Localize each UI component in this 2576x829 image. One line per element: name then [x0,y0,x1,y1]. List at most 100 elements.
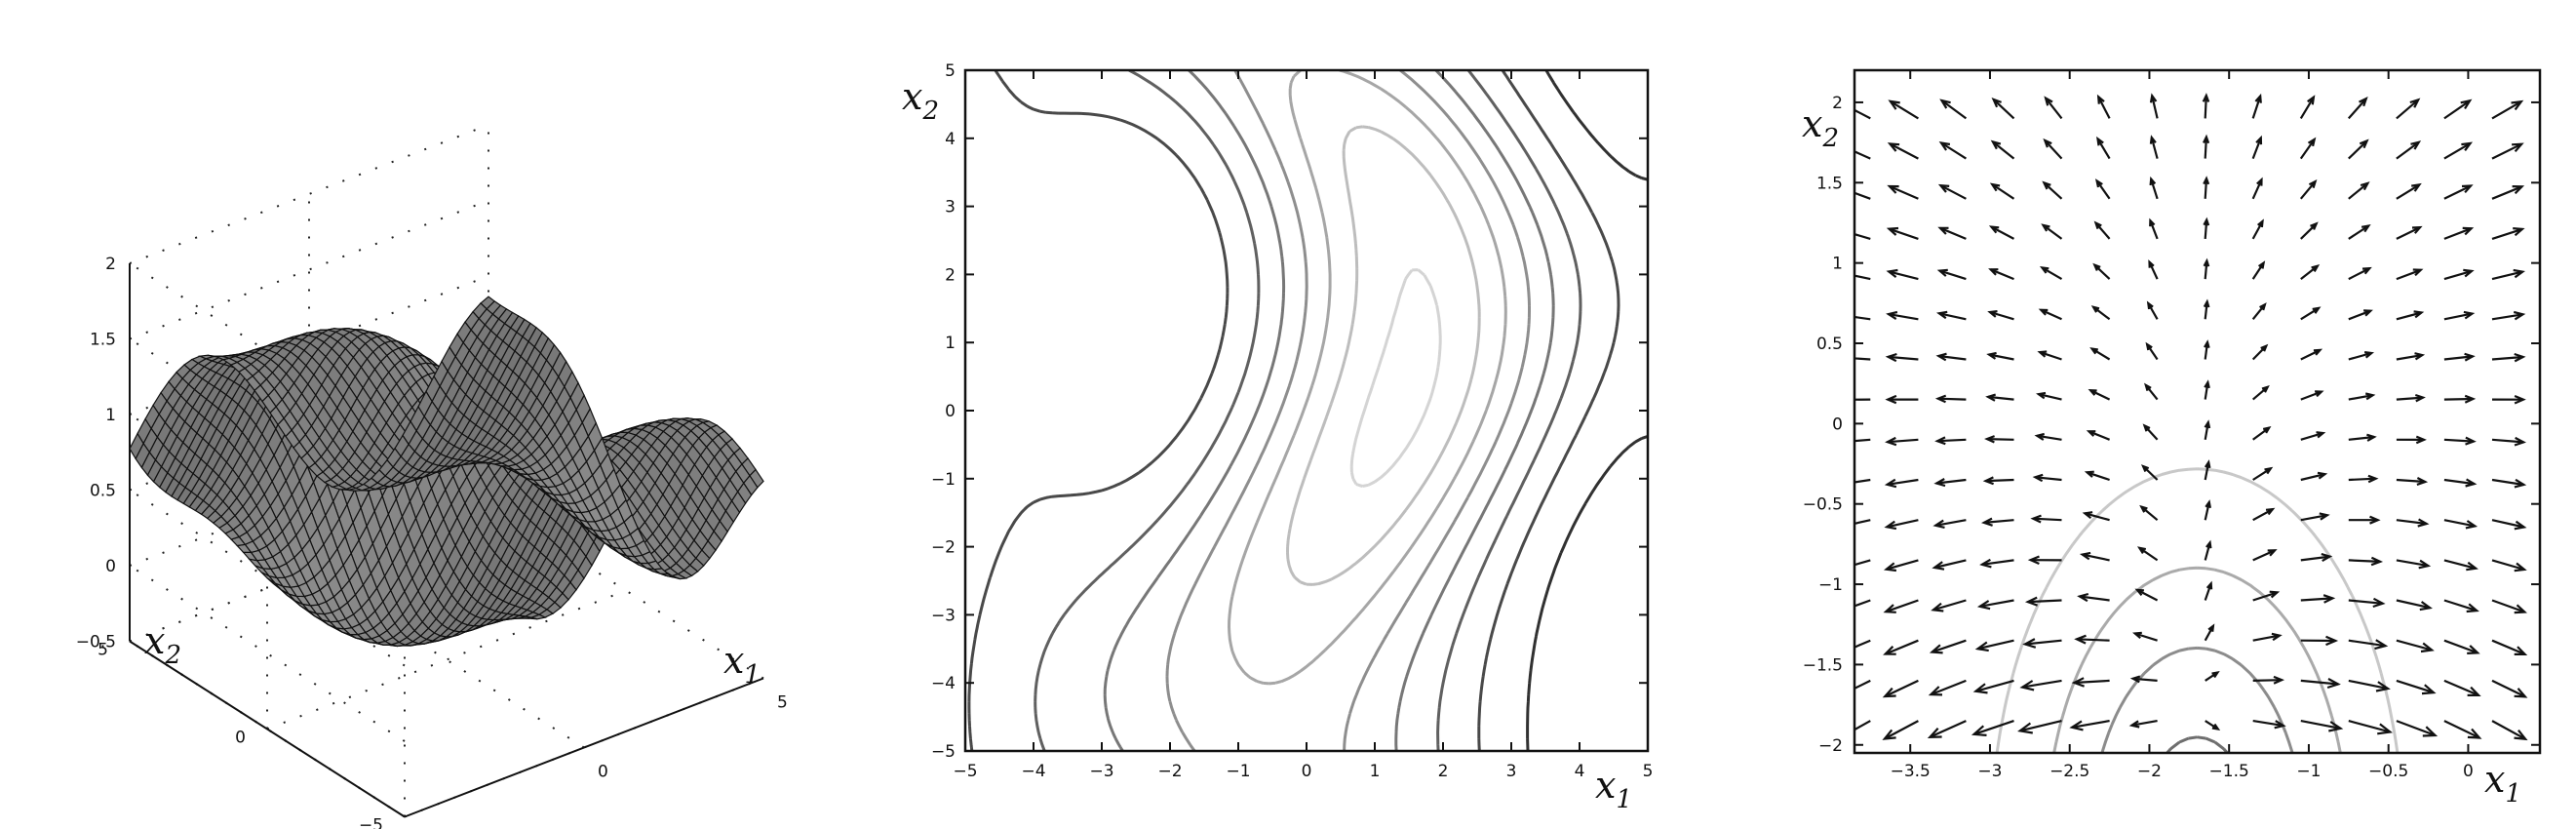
arrow-head [2038,308,2049,316]
arrow-shaft [2443,397,2474,401]
arrow-shaft [2095,179,2111,200]
y-axis-label-subscript: 2 [921,97,939,126]
arrow-shaft [2396,354,2423,361]
arrow-head [2140,464,2150,473]
arrow-shaft [2396,268,2422,281]
quiver-plot: −3.5 −3 −2.5 −2 −1.5 −1 −0.5 0 2 1.5 1 0.5 0 −0.5 −1 −1… [1802,68,2574,809]
x-tick-label: −3 [1977,762,2002,781]
arrow-shaft [2443,519,2476,528]
arrow-shaft [2204,582,2212,601]
arrow-shaft [1985,478,2014,483]
arrow-shaft [2539,680,2540,683]
arrow-shaft [2299,97,2315,119]
arrow-head [2204,459,2211,469]
arrow-shaft [1886,559,1919,571]
surface-facet [129,432,144,460]
x1-axis-label-base: x [723,639,744,682]
arrow-head [2360,181,2370,191]
arrow-shaft [2204,95,2207,119]
arrow-shaft [2079,595,2110,602]
arrow-shaft [1884,679,1919,697]
arrow-shaft [2251,220,2264,240]
arrow-shaft [1887,478,1919,486]
arrow-shaft [2037,434,2062,441]
arrow-head [2363,351,2375,359]
arrow-shaft [2252,634,2281,642]
arrow-head [2092,262,2101,271]
arrow-shaft [1854,720,1871,731]
arrow-shaft [2491,639,2526,655]
arrow-head [2257,260,2266,269]
arrow-head [1982,476,1994,486]
arrow-shaft [2251,178,2263,200]
arrow-head [2514,688,2528,698]
y-tick-label: −2 [931,538,956,558]
arrow-shaft [1973,720,2014,735]
arrow-head [2464,352,2476,362]
arrow-head [2514,352,2526,363]
x-axis-label-base: x [2484,758,2505,801]
arrow-head [1988,225,2000,234]
arrow-shaft [1886,519,1919,529]
arrow-shaft [2539,318,2540,320]
arrow-shaft [1990,268,2014,281]
arrow-head [1838,396,1847,404]
arrow-head [1837,605,1848,612]
arrow-head [2374,639,2389,651]
arrow-head [2257,218,2264,228]
arrow-shaft [2097,96,2111,119]
arrow-shaft [2204,260,2208,280]
arrow-shaft [2204,178,2208,199]
arrow-shaft [2396,226,2421,240]
arrow-head [1838,228,1848,236]
arrow-shaft [1854,357,1871,361]
arrow-shaft [2539,439,2540,441]
arrow-head [2128,720,2140,729]
arrow-shaft [1936,478,1967,485]
arrow-head [2420,642,2435,653]
arrow-head [2563,228,2574,236]
arrow-head [2260,343,2269,352]
arrow-shaft [1988,353,2014,361]
arrow-head [2149,93,2158,103]
y-tick-label: −1 [931,470,956,490]
arrow-head [1885,352,1897,363]
arrow-head [2149,176,2157,186]
z-tick-label: 1.5 [90,331,116,350]
arrow-head [2079,551,2091,561]
y-tick-label: −2 [1818,736,1843,756]
arrow-shaft [1887,438,1919,444]
x1-axis-label-subscript: 1 [744,660,761,690]
arrow-head [2417,518,2430,528]
arrow-shaft [2539,157,2540,159]
arrow-shaft [2204,381,2209,400]
arrow-head [2096,136,2104,146]
arrow-shaft [2348,139,2368,160]
contour-lines [967,70,1648,751]
x1-axis-label-visible: x1 [723,639,761,690]
arrow-head [2367,474,2379,484]
surface-plot: 21.510.50−0.550−5−505x2x2x1x1 [76,124,788,829]
arrow-head [2465,520,2478,530]
arrow-shaft [2027,599,2062,604]
arrow-head [2307,95,2316,105]
arrow-head [1934,436,1946,446]
arrow-shaft [1854,233,1871,240]
arrow-shaft [2204,501,2210,521]
arrow-head [1886,226,1899,236]
quiver-contour-line [2165,735,2230,753]
arrow-head [2041,223,2050,232]
y-tick-label: 2 [945,265,956,285]
arrow-head [2413,310,2425,319]
arrow-shaft [2443,184,2472,200]
x-tick-label: −1 [2296,762,2321,781]
y-tick-label: 2 [1832,94,1843,113]
x-axis-label-group: x1x1 [2484,758,2521,809]
arrow-shaft [2396,599,2431,610]
arrow-shaft [2443,679,2479,696]
arrow-head [1937,183,1950,193]
x-tick-label: 0 [1302,762,1312,781]
arrow-head [2203,257,2210,267]
arrow-shaft [2348,309,2371,321]
arrow-shaft [2396,140,2420,160]
